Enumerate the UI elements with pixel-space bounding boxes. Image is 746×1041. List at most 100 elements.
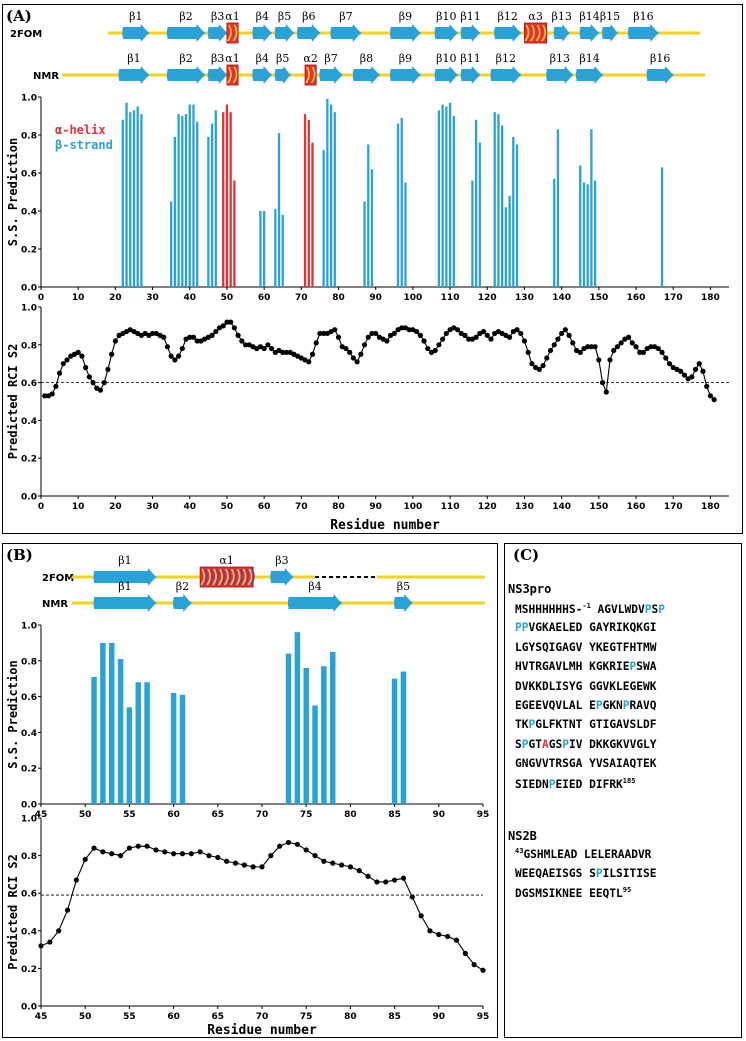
ns3pro-line-8: GNGVVTRSGA YVSAIAQTEK: [515, 757, 656, 770]
panel-a-rci-point-48: [221, 323, 226, 328]
ns3pro-line-2: LGYSQIGAGV YKEGTFHTMW: [515, 641, 656, 654]
panel-a-ss-xtick-label-4: 40: [183, 293, 196, 303]
panel-a-ss-bar-1-6: [170, 202, 172, 288]
ns3pro-seg-0-1: -1: [582, 602, 590, 610]
panel-a-rci-point-61: [269, 346, 274, 351]
panel-a-ss-bar-1-36: [453, 116, 455, 287]
panel-a-rci-xtick-label-5: 50: [221, 502, 234, 512]
panel-a-nmr-sse-label-8: β8: [360, 52, 373, 65]
panel-b-nmr-track-label: NMR: [42, 599, 68, 610]
panel-b-rci-series-line: [41, 842, 483, 970]
panel-a-ss-bar-1-27: [367, 145, 369, 288]
panel-a-rci-point-86: [362, 342, 367, 347]
panel-a-rci-point-135: [544, 355, 549, 360]
panel-b-nmr-strand-body-1: [174, 597, 184, 609]
panel-a-rci-point-15: [98, 388, 103, 393]
panel-a-2fom-strand-body-0: [123, 27, 141, 39]
panel-a-nmr-strand-body-12: [491, 69, 513, 81]
ns2b-line-2: DGSMSIKNEE EEQTL95: [515, 886, 631, 900]
panel-a-rci-point-9: [76, 350, 81, 355]
panel-a-ss-bar-1-37: [471, 181, 473, 287]
panel-b-rci-point-45: [436, 932, 441, 937]
panel-a-ss-bar-1-4: [137, 107, 139, 288]
panel-b-2fom-sse-label-2: β3: [275, 554, 288, 567]
panel-a-2fom-sse-label-8: β9: [399, 10, 412, 23]
panel-a-nmr-strand-body-13: [547, 69, 565, 81]
panel-b-rci-point-46: [445, 934, 450, 939]
panel-a-rci-point-78: [332, 327, 337, 332]
panel-a-ss-bar-1-3: [133, 110, 135, 287]
panel-b-rci-ytick-label-1: 0.2: [21, 965, 37, 975]
panel-a-ss-xtick-label-16: 160: [627, 293, 646, 303]
panel-b-ss-ytick-label-4: 0.8: [21, 657, 37, 667]
panel-a-nmr-strand-head-7: [334, 66, 342, 84]
panel-a-nmr-strand-head-4: [264, 66, 272, 84]
panel-a-2fom-strand-body-2: [208, 27, 219, 39]
panel-a-ss-bar-1-51: [587, 184, 589, 287]
panel-a-rci-point-131: [529, 361, 534, 366]
panel-a-rci-point-46: [213, 329, 218, 334]
panel-a-ss-xtick-label-0: 0: [38, 293, 44, 303]
panel-a-nmr-sse-label-11: β11: [460, 52, 480, 65]
panel-b-rci-point-35: [348, 864, 353, 869]
ns3pro-seg-1-1: VGKAELED GAYRIKQKGI: [528, 621, 656, 634]
panel-b-rci-point-44: [427, 928, 432, 933]
panel-b-ss-bar-0-0: [91, 677, 96, 804]
panel-a-ss-bar-1-33: [441, 105, 443, 287]
panel-a-ss-bar-1-1: [125, 103, 127, 287]
panel-a-rci-point-94: [392, 331, 397, 336]
ns3pro-line-5: EGEEVQVLAL EPGKNPRAVQ: [515, 699, 657, 712]
panel-a-rci-point-171: [678, 369, 683, 374]
panel-a-nmr-sse-label-3: α1: [225, 52, 239, 65]
panel-a-rci-xtick-label-0: 0: [38, 502, 44, 512]
panel-b-2fom-strand-head-0: [148, 568, 156, 586]
panel-a-ss-bar-1-39: [479, 143, 481, 287]
panel-b-ss-bar-0-15: [392, 679, 397, 804]
panel-b-rci-ytick-label-4: 0.8: [21, 852, 37, 862]
panel-a-ss-bar-1-21: [282, 215, 284, 287]
panel-b-rci-xtick-label-4: 65: [212, 1012, 225, 1022]
panel-a-rci-xlabel: Residue number: [330, 518, 440, 533]
panel-a-nmr-strand-body-9: [391, 69, 413, 81]
panel-b-rci-point-17: [189, 851, 194, 856]
panel-a-2fom-strand-body-10: [461, 27, 472, 39]
panel-a-rci-point-157: [626, 335, 631, 340]
ns3pro-seg-4-0: DVKKDLISYG GGVKLEGEWK: [515, 680, 656, 693]
panel-a-2fom-strand-body-16: [629, 27, 651, 39]
panel-a-nmr-strand-head-14: [595, 66, 603, 84]
panel-b-ss-bar-0-14: [330, 652, 335, 804]
panel-a-rci-point-87: [366, 335, 371, 340]
panel-a-ss-bar-0-0: [222, 112, 224, 287]
ns3pro-seg-1-0: PP: [515, 621, 528, 634]
panel-a-rci-point-6: [64, 357, 69, 362]
panel-a-rci-point-139: [559, 331, 564, 336]
panel-b-rci-point-13: [153, 847, 158, 852]
panel-a-nmr-strand-body-2: [208, 69, 219, 81]
panel-b-rci-point-3: [65, 908, 70, 913]
panel-a-ss-bar-1-46: [516, 145, 518, 288]
panel-a-nmr-sse-label-1: β2: [179, 52, 192, 65]
panel-b-ss-bar-0-12: [312, 706, 317, 804]
panel-a-rci-point-152: [607, 357, 612, 362]
panel-a-rci-point-111: [455, 327, 460, 332]
panel-b-rci-xtick-label-8: 85: [388, 1012, 401, 1022]
panel-a-2fom-strand-head-9: [450, 24, 458, 42]
panel-b-rci-point-30: [304, 847, 309, 852]
panel-a-nmr-strand-body-8: [353, 69, 371, 81]
panel-a-ss-xtick-label-3: 30: [146, 293, 159, 303]
panel-a-nmr-strand-body-4: [253, 69, 264, 81]
ns3pro-seg-5-4: RAVQ: [630, 699, 657, 712]
panel-b-rci-point-40: [392, 877, 397, 882]
panel-a-ss-bar-1-17: [259, 211, 261, 287]
panel-a-rci-point-79: [336, 335, 341, 340]
panel-a-ss-xtick-label-9: 90: [369, 293, 382, 303]
ns3pro-line-3: HVTRGAVLMH KGKRIEPSWA: [515, 660, 656, 673]
panel-a-rci-point-51: [232, 325, 237, 330]
panel-b-rci-point-27: [277, 844, 282, 849]
panel-b-ss-bar-0-4: [127, 707, 132, 804]
panel-a-ss-bar-1-40: [494, 112, 496, 287]
panel-a-2fom-sse-label-16: β16: [633, 10, 653, 23]
panel-a-2fom-sse-label-11: β12: [498, 10, 518, 23]
panel-a-ss-bar-1-45: [512, 137, 514, 287]
panel-b-ss-xtick-label-10: 95: [477, 810, 490, 820]
